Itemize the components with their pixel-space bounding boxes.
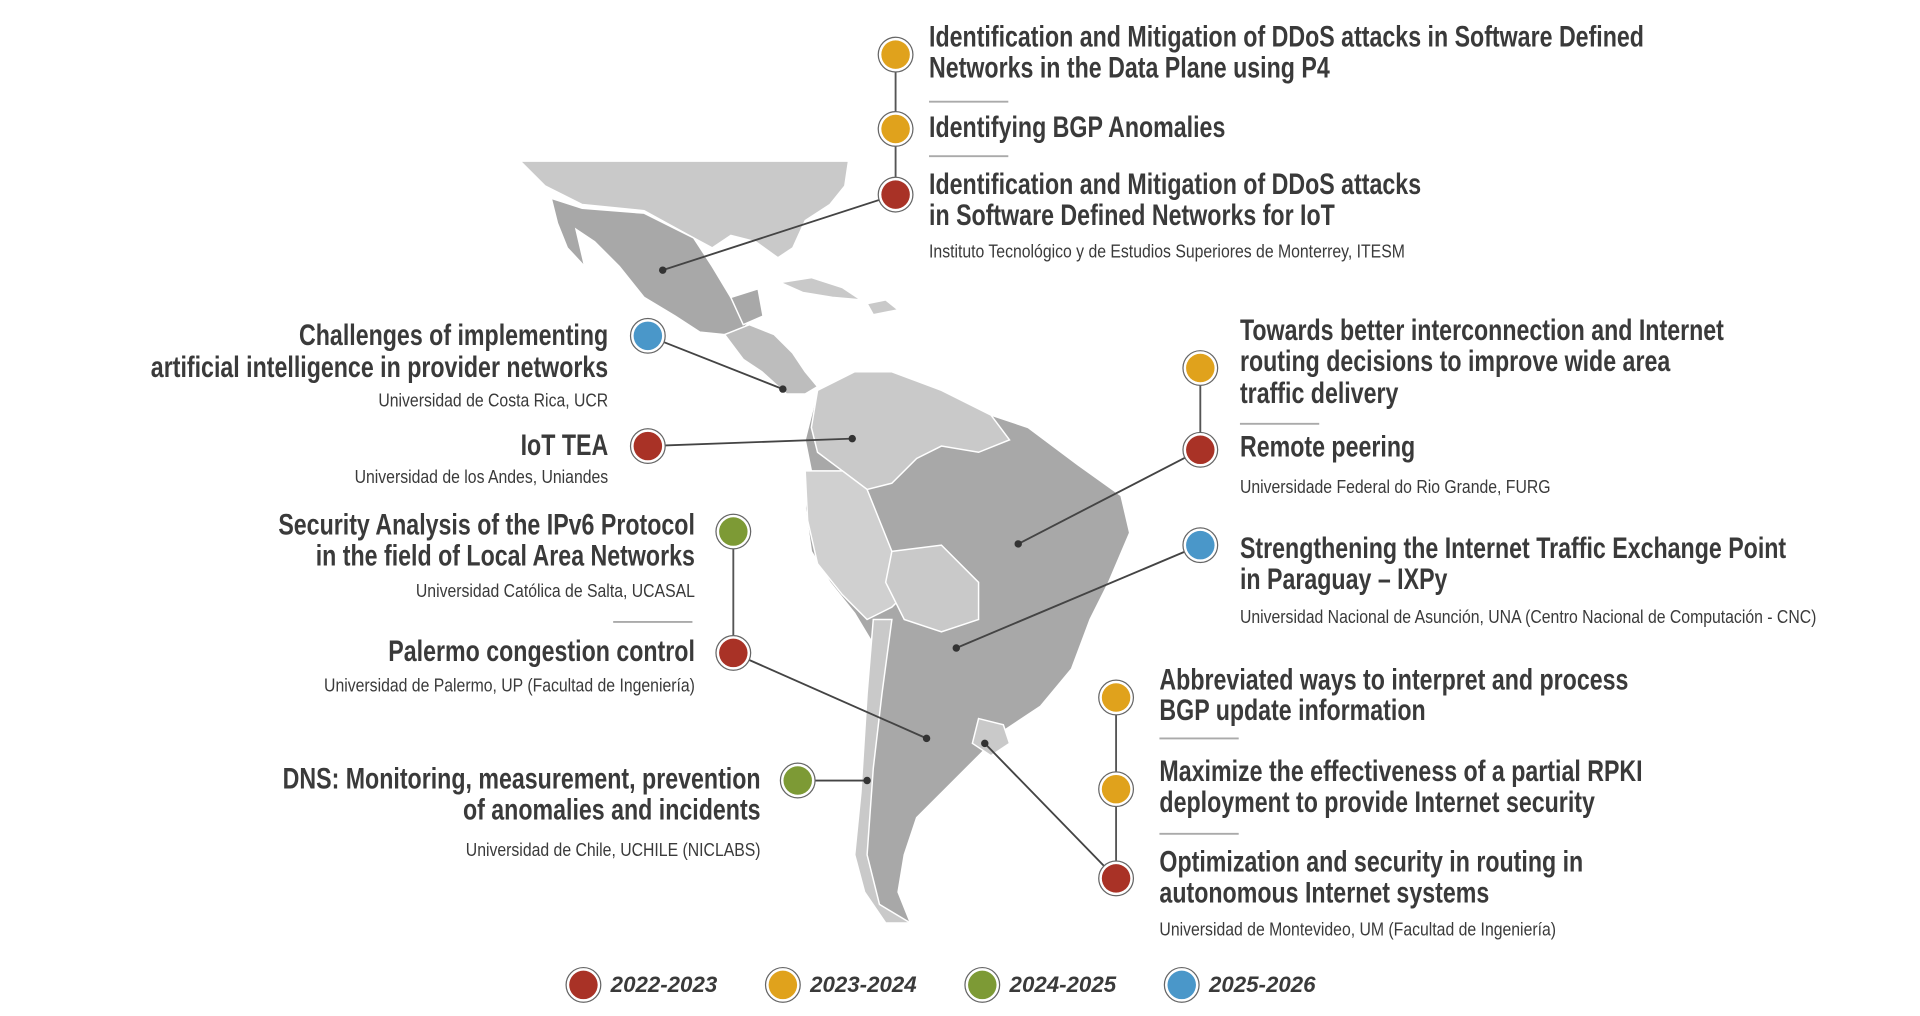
location-dot — [1014, 540, 1022, 548]
project-group: Abbreviated ways to interpret and proces… — [981, 663, 1643, 940]
leader-line — [732, 652, 927, 740]
legend: 2022-2023 2023-2024 2024-2025 2025-2026 — [565, 966, 1316, 1003]
marker — [881, 180, 910, 209]
project-group: Security Analysis of the IPv6 Protocolin… — [278, 508, 752, 602]
location-dot — [922, 734, 931, 743]
uruguay — [971, 717, 1011, 757]
marker — [968, 970, 997, 1000]
project-title: Maximize the effectiveness of a partial … — [1159, 754, 1642, 787]
location-dot — [848, 434, 856, 443]
marker — [719, 517, 748, 546]
institution: Universidad de Costa Rica, UCR — [378, 389, 608, 411]
leader-line — [662, 193, 896, 272]
project-title: in Software Defined Networks for IoT — [929, 198, 1335, 231]
project-title: Security Analysis of the IPv6 Protocol — [278, 508, 695, 541]
project-title: Palermo congestion control — [388, 634, 695, 667]
institution: Instituto Tecnológico y de Estudios Supe… — [929, 240, 1405, 262]
usa — [518, 160, 850, 259]
project-title: Identifying BGP Anomalies — [929, 110, 1225, 143]
marker — [1167, 970, 1196, 1000]
legend-label: 2024-2025 — [1009, 972, 1117, 997]
project-title: autonomous Internet systems — [1159, 876, 1489, 909]
project-title: in the field of Local Area Networks — [316, 539, 695, 572]
items: Identification and Mitigation of DDoS at… — [151, 20, 1817, 940]
marker — [1101, 774, 1131, 804]
marker — [768, 970, 798, 1000]
project-title: Optimization and security in routing in — [1159, 845, 1583, 878]
project-title: DNS: Monitoring, measurement, prevention — [283, 762, 761, 795]
project-title: Identification and Mitigation of DDoS at… — [929, 20, 1644, 53]
marker — [569, 970, 598, 1000]
leader-line — [984, 742, 1117, 880]
marker — [1186, 353, 1215, 383]
marker — [1101, 864, 1131, 893]
project-title: traffic delivery — [1240, 376, 1399, 409]
marker — [633, 321, 663, 351]
institution: Universidad Católica de Salta, UCASAL — [416, 580, 695, 602]
institution: Universidad de Palermo, UP (Facultad de … — [324, 674, 695, 696]
colombia-venezuela — [810, 370, 1011, 491]
marker — [1186, 530, 1215, 560]
marker — [881, 40, 910, 69]
project-title: Remote peering — [1240, 430, 1415, 463]
project-title: BGP update information — [1159, 693, 1425, 726]
project-title: routing decisions to improve wide area — [1240, 344, 1670, 377]
central-america — [723, 323, 819, 395]
project-title: artificial intelligence in provider netw… — [151, 350, 608, 383]
project-title: Challenges of implementing — [299, 318, 608, 351]
project-title: of anomalies and incidents — [463, 793, 761, 826]
yucatan — [729, 287, 764, 326]
location-dot — [863, 776, 871, 785]
legend-label: 2022-2023 — [610, 972, 718, 997]
project-title: Networks in the Data Plane using P4 — [929, 51, 1330, 84]
marker — [783, 766, 812, 795]
institution: Universidad Nacional de Asunción, UNA (C… — [1240, 606, 1816, 628]
marker — [719, 638, 748, 668]
project-group: Strengthening the Internet Traffic Excha… — [952, 527, 1816, 652]
project-title: Identification and Mitigation of DDoS at… — [929, 167, 1421, 200]
project-title: deployment to provide Internet security — [1159, 785, 1595, 818]
project-group: Palermo congestion control Universidad de… — [324, 634, 931, 743]
south-america — [804, 370, 1131, 924]
chile — [853, 618, 914, 924]
leader-line — [1017, 448, 1201, 545]
hispaniola — [865, 299, 900, 316]
marker — [1101, 683, 1131, 712]
project-title: Towards better interconnection and Inter… — [1240, 313, 1724, 346]
institution: Universidad de Montevideo, UM (Facultad … — [1159, 918, 1556, 940]
marker — [881, 114, 910, 144]
project-group: Towards better interconnection and Inter… — [1014, 313, 1724, 548]
project-title: in Paraguay – IXPy — [1240, 562, 1448, 595]
location-dot — [658, 266, 667, 274]
institution: Universidad de Chile, UCHILE (NICLABS) — [466, 839, 761, 861]
mexico — [550, 197, 757, 336]
marker — [633, 431, 663, 461]
map — [518, 160, 1131, 924]
leader-line — [647, 334, 784, 390]
location-dot — [952, 644, 960, 652]
project-title: Strengthening the Internet Traffic Excha… — [1240, 531, 1786, 564]
leader-line — [647, 437, 853, 447]
leader-line — [955, 544, 1201, 649]
legend-label: 2023-2024 — [809, 972, 917, 997]
location-dot — [779, 385, 787, 393]
marker — [1186, 435, 1215, 465]
location-dot — [981, 739, 989, 748]
legend-label: 2025-2026 — [1208, 972, 1316, 997]
cuba — [777, 276, 862, 301]
institution: Universidade Federal do Rio Grande, FURG — [1240, 476, 1551, 498]
project-title: IoT TEA — [521, 428, 609, 461]
project-group: DNS: Monitoring, measurement, prevention… — [283, 762, 871, 861]
bolivia — [884, 544, 980, 633]
project-group: Identification and Mitigation of DDoS at… — [658, 20, 1644, 274]
project-title: Abbreviated ways to interpret and proces… — [1159, 663, 1628, 696]
project-group: IoT TEA Universidad de los Andes, Uniande… — [355, 428, 856, 487]
institution: Universidad de los Andes, Uniandes — [355, 466, 609, 488]
